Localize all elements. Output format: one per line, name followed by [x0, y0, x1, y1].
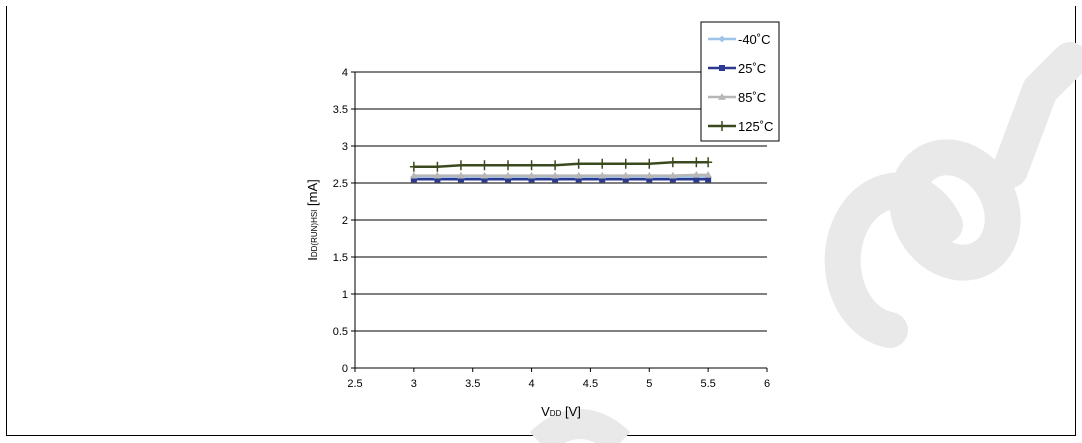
- x-axis-ticks: 2.5 3 3.5 4 4.5 5 5.5 6: [347, 368, 770, 390]
- legend-label: 85˚C: [738, 90, 766, 105]
- data-point: [598, 158, 607, 169]
- data-point: [456, 160, 465, 171]
- legend-swatch-marker: [718, 35, 726, 43]
- x-tick-label: 2.5: [347, 378, 362, 390]
- data-point: [692, 170, 701, 178]
- data-point: [668, 171, 677, 179]
- series-layer: [409, 157, 713, 183]
- data-point: [574, 171, 583, 179]
- data-point: [692, 157, 701, 168]
- data-point: [705, 176, 712, 183]
- y-tick-label: 4: [342, 67, 348, 79]
- x-tick-label: 5: [646, 378, 652, 390]
- x-tick-label: 6: [764, 378, 770, 390]
- legend-label: -40˚C: [738, 32, 771, 47]
- data-point: [598, 171, 607, 179]
- legend: -40˚C 25˚C 85˚C 125˚C: [700, 21, 780, 142]
- series-2: [409, 170, 713, 179]
- data-point: [551, 171, 560, 179]
- data-point: [645, 158, 654, 169]
- data-point: [599, 176, 606, 183]
- data-point: [409, 171, 418, 179]
- x-axis-title-sub: DD: [550, 409, 562, 418]
- x-axis-title-main: V: [541, 404, 550, 419]
- data-point: [434, 176, 441, 183]
- data-point: [646, 176, 653, 183]
- x-axis-title: VDD [V]: [541, 404, 581, 419]
- data-point: [480, 171, 489, 179]
- data-point: [504, 160, 513, 171]
- data-point: [528, 176, 535, 183]
- data-point: [704, 170, 713, 178]
- data-point: [433, 171, 442, 179]
- data-point: [480, 160, 489, 171]
- data-point: [410, 176, 417, 183]
- data-point: [645, 171, 654, 179]
- data-point: [621, 171, 630, 179]
- series-3: [409, 157, 713, 172]
- y-tick-label: 3: [342, 141, 348, 153]
- data-point: [457, 171, 465, 179]
- data-point: [504, 171, 512, 179]
- series-1: [410, 176, 712, 183]
- y-axis-title-sub: DD(RUN)HSI: [310, 210, 319, 258]
- legend-swatch-marker: [719, 65, 725, 71]
- y-tick-label: 3.5: [333, 104, 348, 116]
- legend-item: 25˚C: [708, 61, 766, 76]
- data-point: [409, 161, 418, 172]
- data-point: [574, 158, 583, 169]
- data-point: [527, 171, 536, 179]
- x-tick-label: 4: [529, 378, 535, 390]
- data-point: [481, 176, 488, 183]
- data-point: [527, 160, 536, 171]
- data-point: [704, 157, 713, 168]
- y-tick-label: 0: [342, 363, 348, 375]
- data-point: [457, 176, 464, 183]
- y-tick-label: 1.5: [333, 252, 348, 264]
- y-axis-title-unit: [mA]: [305, 179, 320, 209]
- x-axis-title-unit: [V]: [561, 404, 581, 419]
- legend-swatch-marker: [718, 93, 726, 100]
- grid-lines: [355, 71, 767, 332]
- y-axis-ticks: 0 0.5 1 1.5 2 2.5 3 3.5 4: [333, 67, 355, 375]
- data-point: [669, 176, 676, 183]
- y-tick-label: 1: [342, 289, 348, 301]
- y-tick-label: 0.5: [333, 326, 348, 338]
- data-point: [575, 176, 582, 183]
- series-line: [413, 173, 709, 177]
- x-tick-label: 3: [411, 378, 417, 390]
- y-tick-label: 2.5: [333, 178, 348, 190]
- y-axis-title: IDD(RUN)HSI [mA]: [305, 179, 320, 261]
- data-point: [552, 176, 559, 183]
- data-point: [621, 158, 630, 169]
- legend-box: [700, 21, 780, 142]
- legend-label: 25˚C: [738, 61, 766, 76]
- x-tick-label: 5.5: [700, 378, 715, 390]
- data-point: [433, 161, 442, 172]
- legend-label: 125˚C: [738, 119, 773, 134]
- legend-item: 125˚C: [708, 119, 773, 134]
- data-point: [551, 160, 560, 171]
- legend-item: 85˚C: [708, 90, 766, 105]
- x-tick-label: 4.5: [583, 378, 598, 390]
- y-tick-label: 2: [342, 215, 348, 227]
- data-point: [668, 157, 677, 168]
- x-tick-label: 3.5: [465, 378, 480, 390]
- data-point: [505, 176, 512, 183]
- data-point: [693, 176, 700, 183]
- legend-swatch-marker: [718, 121, 726, 131]
- legend-item: -40˚C: [708, 32, 771, 47]
- data-point: [622, 176, 629, 183]
- y-axis-title-main: I: [305, 257, 320, 261]
